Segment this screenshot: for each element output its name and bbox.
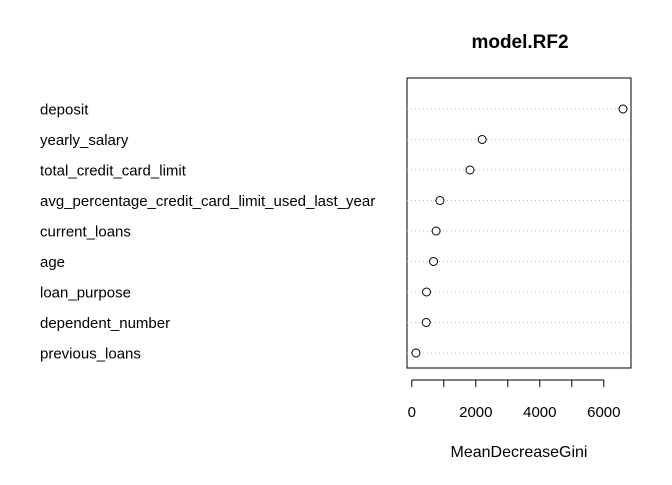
data-point bbox=[435, 196, 445, 205]
data-point bbox=[618, 104, 628, 114]
x-tick-label: 0 bbox=[408, 404, 416, 421]
category-label: deposit bbox=[40, 102, 89, 119]
plot-frame bbox=[406, 77, 632, 369]
data-point bbox=[431, 226, 441, 236]
x-tick-label: 2000 bbox=[459, 404, 492, 421]
x-tick-label: 4000 bbox=[523, 404, 556, 421]
category-label: loan_purpose bbox=[40, 285, 131, 302]
data-point bbox=[422, 287, 432, 297]
data-point bbox=[411, 348, 421, 358]
category-label: dependent_number bbox=[40, 315, 170, 332]
category-label: avg_percentage_credit_card_limit_used_la… bbox=[40, 193, 375, 210]
data-point bbox=[477, 135, 487, 144]
data-point bbox=[421, 318, 431, 327]
x-axis-label: MeanDecreaseGini bbox=[451, 444, 588, 461]
category-label: previous_loans bbox=[40, 346, 141, 363]
data-point bbox=[429, 257, 439, 266]
chart-title: model.RF2 bbox=[471, 32, 568, 53]
x-tick-label: 6000 bbox=[587, 404, 620, 421]
category-label: total_credit_card_limit bbox=[40, 163, 187, 180]
category-label: age bbox=[40, 254, 65, 271]
data-point bbox=[465, 165, 475, 175]
category-label: current_loans bbox=[40, 224, 131, 241]
category-label: yearly_salary bbox=[40, 132, 129, 149]
